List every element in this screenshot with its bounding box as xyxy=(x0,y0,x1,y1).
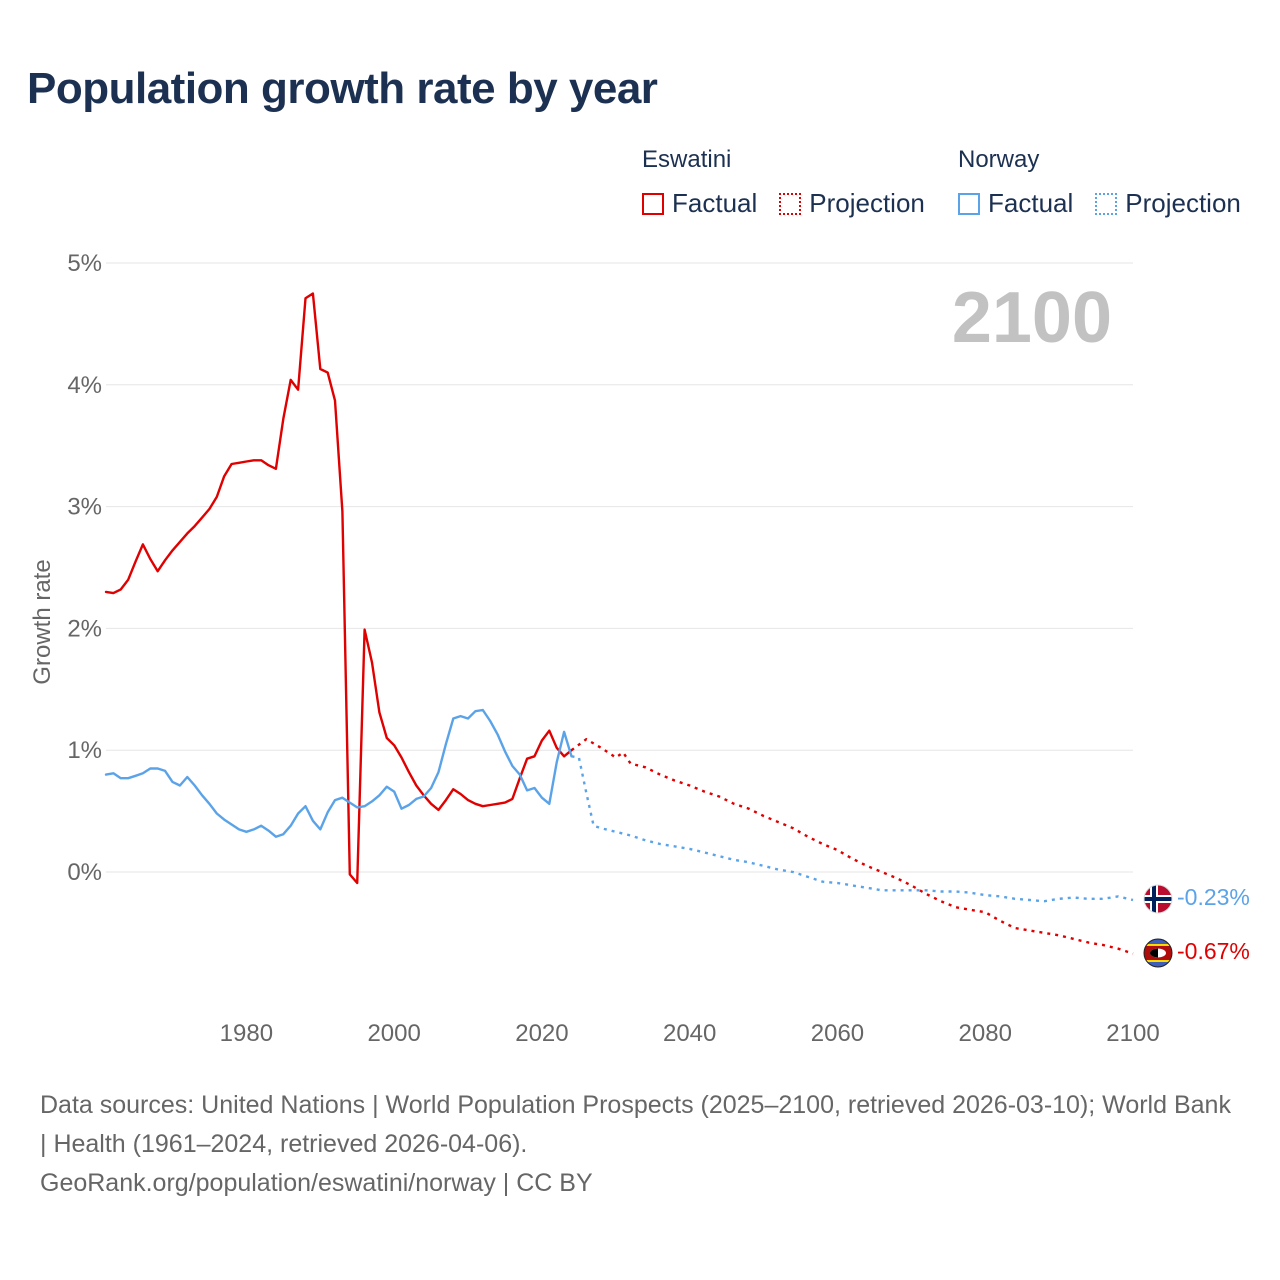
gridlines xyxy=(106,262,1133,873)
y-tick-label: 4% xyxy=(67,372,102,399)
y-axis: 0% 1% 2% 3% 4% 5% xyxy=(67,250,102,886)
legend-swatch-solid xyxy=(642,192,664,215)
legend-label: Projection xyxy=(1125,188,1241,218)
x-tick-label: 2080 xyxy=(959,1020,1012,1047)
x-tick-label: 2000 xyxy=(367,1020,420,1047)
x-tick-label: 1980 xyxy=(220,1020,273,1047)
y-tick-label: 3% xyxy=(67,494,102,521)
x-tick-label: 2060 xyxy=(811,1020,864,1047)
legend-group-norway: Norway Factual Projection xyxy=(958,146,1241,219)
series-line-norway-projection[interactable] xyxy=(571,755,1134,903)
year-watermark: 2100 xyxy=(952,278,1112,358)
legend-item-eswatini-factual[interactable]: Factual xyxy=(642,188,757,219)
legend-label: Projection xyxy=(809,188,925,218)
legend-label: Factual xyxy=(988,188,1074,218)
legend-group-name: Norway xyxy=(958,146,1040,173)
x-tick-label: 2040 xyxy=(663,1020,716,1047)
eswatini-flag xyxy=(1144,939,1172,967)
end-label-eswatini: -0.67% xyxy=(1177,938,1250,964)
y-tick-label: 2% xyxy=(67,615,102,642)
legend-group-eswatini: Eswatini Factual Projection xyxy=(642,146,925,219)
norway-flag-ring xyxy=(1143,884,1173,914)
credit-link[interactable]: GeoRank.org/population/eswatini/norway |… xyxy=(40,1169,593,1197)
series-line-norway-factual[interactable] xyxy=(104,708,573,838)
series-line-eswatini-factual[interactable] xyxy=(104,292,573,885)
y-tick-label: 0% xyxy=(67,859,102,886)
end-label-norway: -0.23% xyxy=(1177,884,1250,910)
chart-plot: 0% 1% 2% 3% 4% 5% 1980 2000 2020 2040 2060 2080 210… xyxy=(29,250,1250,1047)
series-lines xyxy=(104,292,1134,955)
legend-label: Factual xyxy=(672,188,758,218)
legend-item-eswatini-projection[interactable]: Projection xyxy=(779,188,925,219)
x-tick-label: 2100 xyxy=(1106,1020,1159,1047)
legend-item-norway-factual[interactable]: Factual xyxy=(958,188,1073,219)
series-line-eswatini-projection[interactable] xyxy=(570,738,1134,955)
data-sources: Data sources: United Nations | World Pop… xyxy=(40,1091,1231,1158)
eswatini-flag-ring xyxy=(1143,938,1173,968)
x-axis: 1980 2000 2020 2040 2060 2080 2100 xyxy=(220,1020,1160,1047)
y-axis-title: Growth rate xyxy=(29,559,56,684)
legend-swatch-solid xyxy=(958,192,980,215)
legend-swatch-dotted xyxy=(779,192,802,215)
legend-swatch-dotted xyxy=(1095,192,1118,215)
y-tick-label: 5% xyxy=(67,250,102,277)
x-tick-label: 2020 xyxy=(515,1020,568,1047)
chart-title: Population growth rate by year xyxy=(27,64,658,113)
y-tick-label: 1% xyxy=(67,737,102,764)
legend-group-name: Eswatini xyxy=(642,146,732,173)
norway-flag xyxy=(1144,885,1172,913)
legend-item-norway-projection[interactable]: Projection xyxy=(1095,188,1241,219)
footer: Data sources: United Nations | World Pop… xyxy=(40,1086,1240,1203)
